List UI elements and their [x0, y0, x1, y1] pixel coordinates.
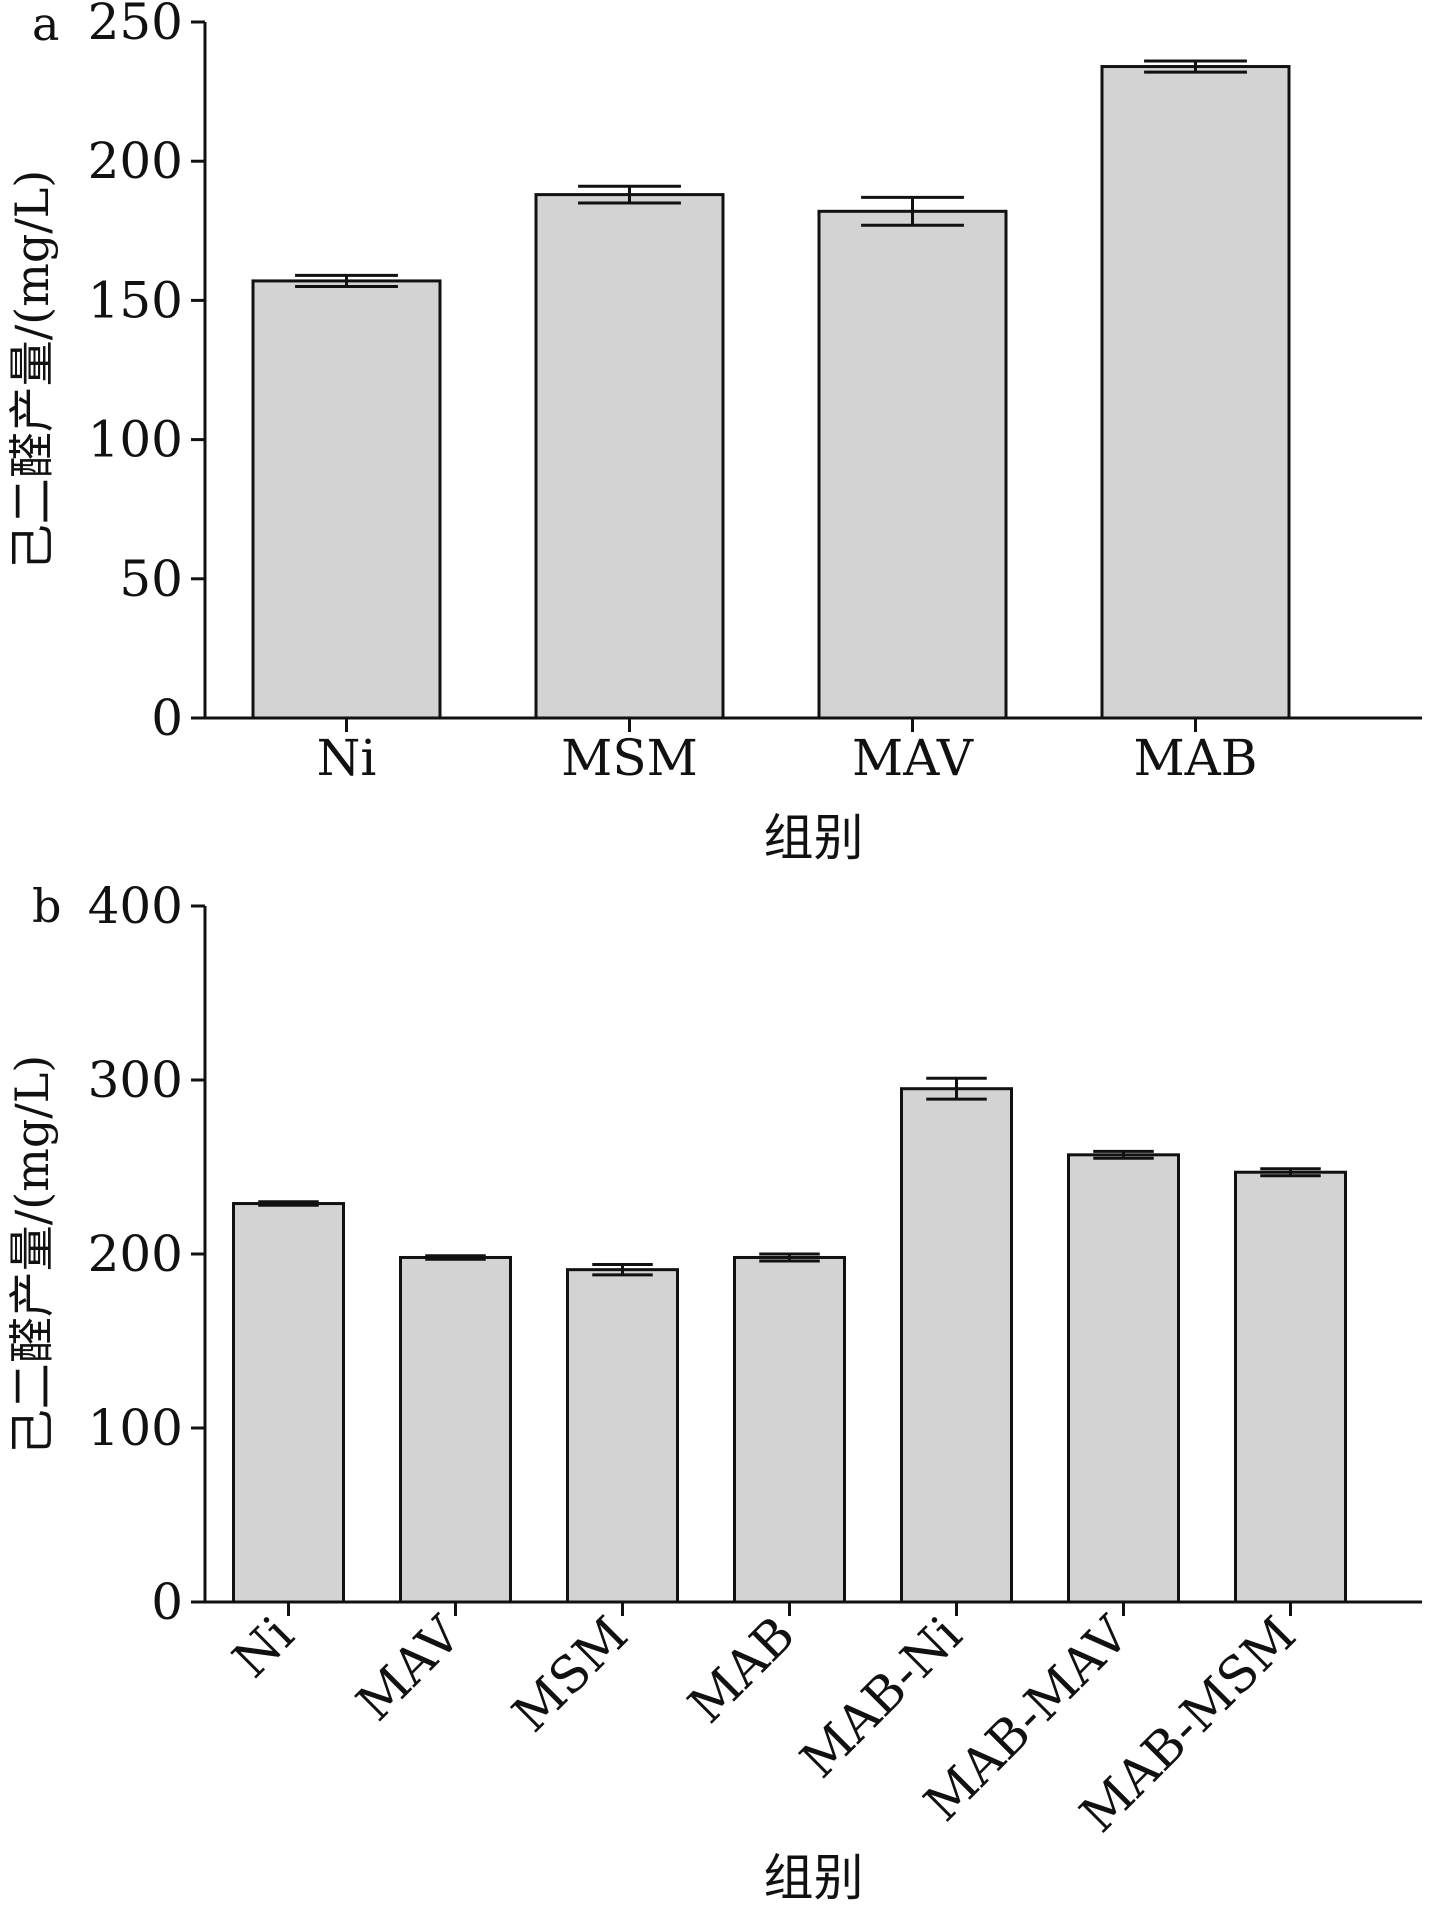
y-tick-label: 100: [88, 411, 183, 469]
y-axis-label: 己二醛产量/(mg/L): [5, 1055, 59, 1456]
y-tick-label: 200: [88, 1225, 183, 1283]
panel-label: a: [32, 0, 59, 51]
y-tick-label: 250: [88, 0, 183, 51]
bar: [817, 209, 1008, 720]
x-tick-label: MAV: [345, 1605, 472, 1732]
bar: [534, 193, 725, 720]
y-tick-label: 0: [151, 689, 183, 747]
y-tick-label: 50: [119, 550, 183, 608]
x-tick-label: MAV: [852, 729, 974, 787]
x-axis-label: 组别: [764, 809, 864, 867]
y-tick-label: 150: [88, 271, 183, 329]
bar: [399, 1255, 512, 1604]
x-tick-label: MAB: [677, 1605, 806, 1734]
y-tick-label: 0: [151, 1573, 183, 1631]
chart-panel-a: 0 50 100 150 200 250 Ni MSM MAV MAB 己二醛产量/(mg/L) 组别…: [5, 0, 1422, 867]
bar: [1067, 1153, 1180, 1604]
panel-label: b: [32, 879, 61, 933]
x-tick-label: MSM: [561, 729, 698, 787]
bar: [566, 1268, 679, 1604]
x-tick-label: Ni: [317, 729, 377, 787]
x-tick-label: MSM: [501, 1605, 639, 1743]
y-tick-label: 100: [88, 1399, 183, 1457]
bar: [232, 1202, 345, 1604]
bar: [900, 1087, 1013, 1604]
bar: [1234, 1170, 1347, 1604]
y-tick-label: 400: [88, 877, 183, 935]
y-tick-label: 300: [88, 1051, 183, 1109]
bar: [733, 1255, 846, 1604]
y-axis-label: 己二醛产量/(mg/L): [5, 170, 59, 571]
bar: [251, 279, 442, 720]
x-tick-label: MAB: [1133, 729, 1257, 787]
y-tick-label: 200: [88, 132, 183, 190]
bar: [1100, 65, 1291, 720]
x-axis-label: 组别: [764, 1849, 864, 1906]
x-tick-label: Ni: [222, 1605, 305, 1688]
